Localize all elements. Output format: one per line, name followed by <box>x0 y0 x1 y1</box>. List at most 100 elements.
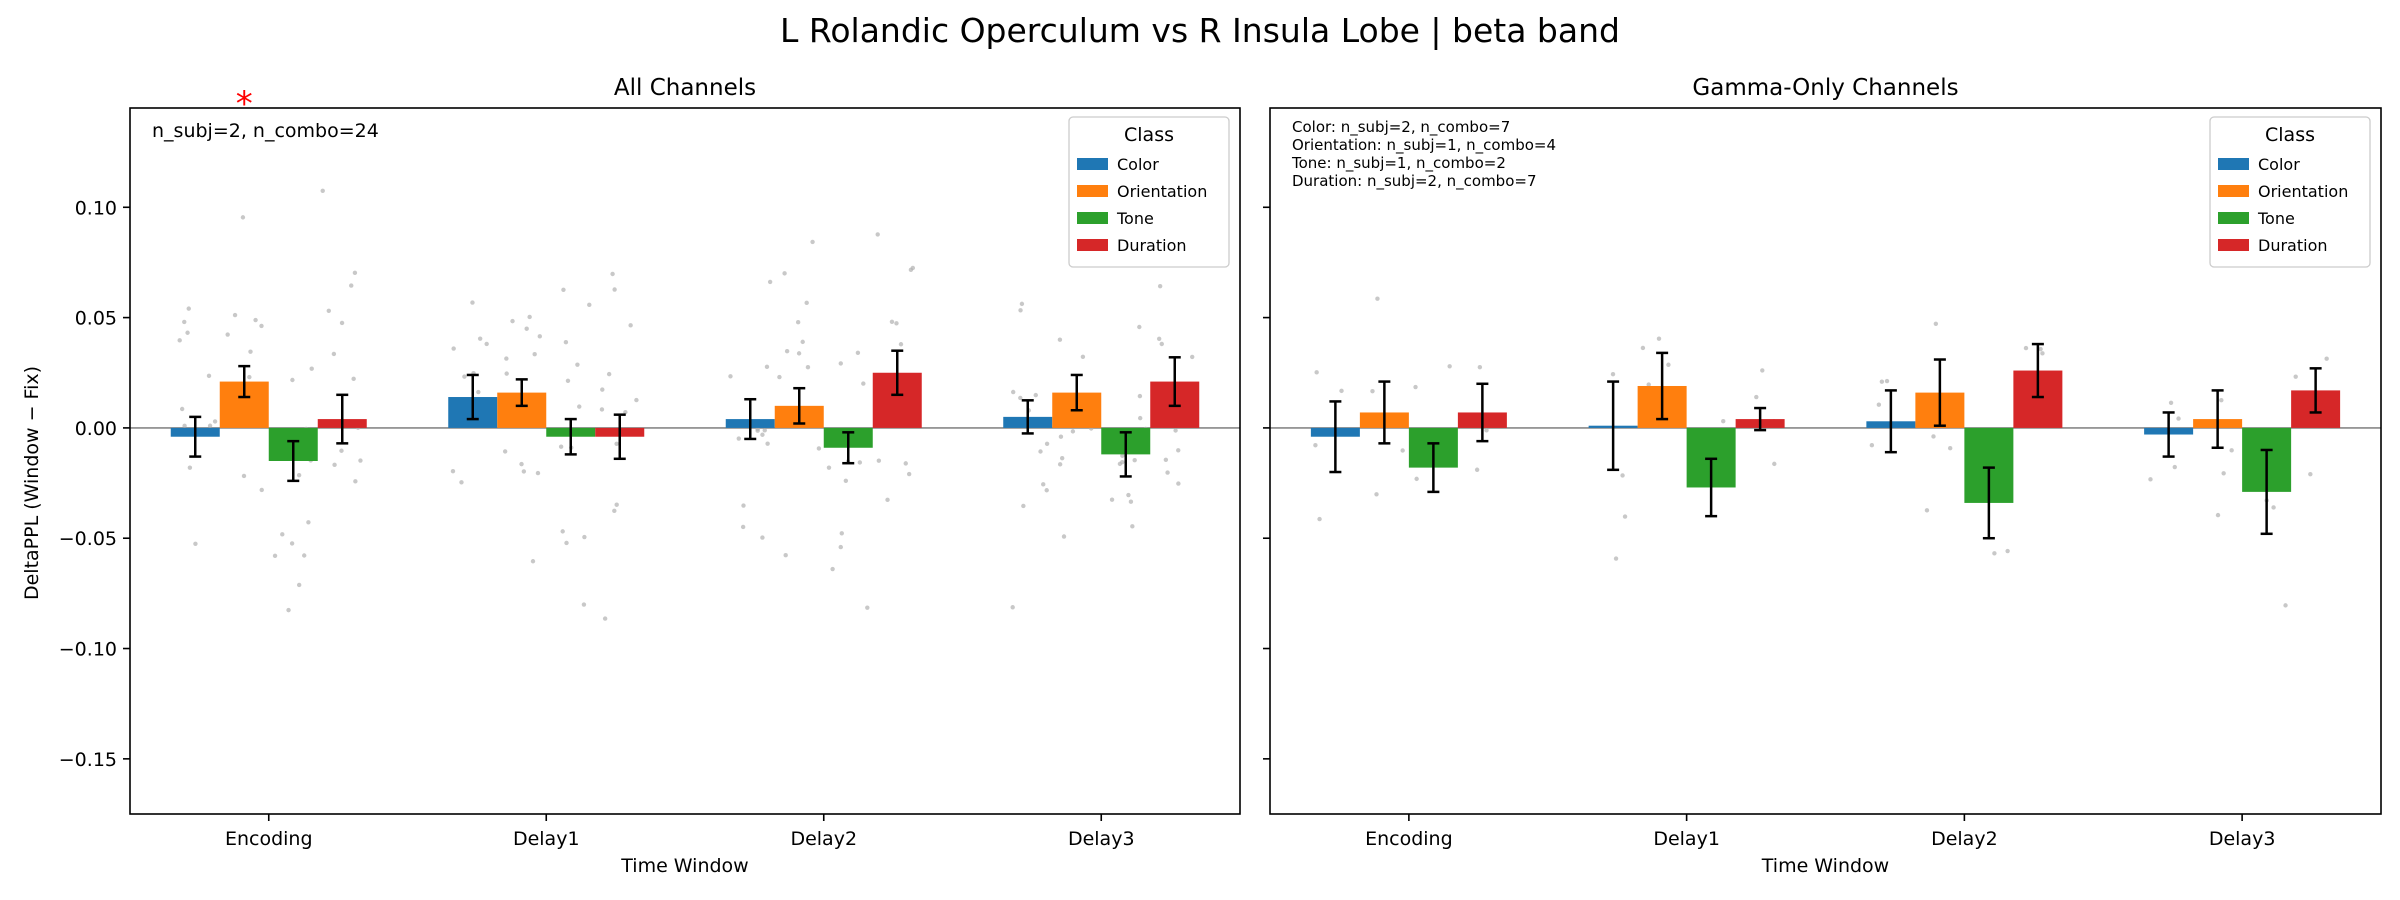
data-point <box>1019 301 1025 307</box>
legend-box <box>1068 116 1230 268</box>
data-point <box>535 470 541 476</box>
data-point <box>289 541 295 546</box>
data-point <box>906 471 912 477</box>
data-point <box>1070 429 1076 434</box>
data-point <box>1059 455 1065 461</box>
data-point <box>2215 512 2221 518</box>
data-point <box>1924 508 1930 513</box>
data-point <box>182 423 187 429</box>
data-point <box>1484 428 1489 433</box>
data-point <box>1931 434 1936 439</box>
data-point <box>1314 370 1319 375</box>
data-point <box>532 352 537 357</box>
scatter-points <box>177 188 1195 621</box>
data-point <box>1992 551 1997 556</box>
data-point <box>320 188 325 193</box>
data-point <box>1130 524 1135 529</box>
data-point <box>2229 448 2234 453</box>
data-point <box>762 428 767 433</box>
data-point <box>602 616 608 621</box>
data-point <box>1374 492 1379 497</box>
data-point <box>903 461 908 466</box>
data-point <box>783 553 788 558</box>
legend-entry: Orientation <box>2258 182 2348 201</box>
data-point <box>1375 296 1380 301</box>
data-point <box>885 497 890 503</box>
data-point <box>830 566 835 572</box>
data-point <box>623 409 628 415</box>
data-point <box>1754 394 1759 400</box>
panel-title: Gamma-Only Channels <box>1692 75 1958 101</box>
data-point <box>1080 354 1086 359</box>
panel-title: All Channels <box>614 75 756 101</box>
data-point <box>1109 497 1115 502</box>
legend-entry: Tone <box>2257 209 2295 228</box>
data-point <box>1370 388 1375 394</box>
data-point <box>1137 324 1142 330</box>
data-point <box>1447 364 1452 369</box>
data-point <box>1033 392 1038 398</box>
data-point <box>1058 434 1064 439</box>
legend-swatch <box>1077 185 1108 197</box>
y-tick-label: 0.05 <box>75 308 117 330</box>
data-point <box>537 334 542 339</box>
data-point <box>558 444 564 449</box>
data-point <box>352 270 358 276</box>
data-point <box>182 319 187 325</box>
data-point <box>1313 443 1318 448</box>
data-point <box>634 397 639 403</box>
error-bar <box>1705 457 1718 518</box>
error-bar <box>1933 358 1946 427</box>
data-point <box>206 373 212 379</box>
data-point <box>861 381 866 386</box>
data-point <box>614 502 619 507</box>
data-point <box>1044 441 1050 447</box>
data-point <box>225 332 230 337</box>
legend-entry: Color <box>2258 155 2300 174</box>
legend: Class Color Orientation Tone Duration <box>2209 116 2371 268</box>
data-point <box>1640 345 1646 351</box>
error-bar <box>1329 400 1342 474</box>
legend-entry: Orientation <box>1117 182 1207 201</box>
x-tick-label: Delay2 <box>1931 828 1998 850</box>
error-bar <box>842 431 855 465</box>
data-point <box>1666 362 1671 367</box>
data-point <box>2148 477 2153 482</box>
data-point <box>2283 603 2288 608</box>
data-point <box>2176 416 2181 421</box>
data-point <box>247 374 252 380</box>
data-point <box>306 520 311 525</box>
error-bar <box>189 415 202 458</box>
axes-frame <box>1269 107 2382 815</box>
error-bar <box>793 386 806 425</box>
data-point <box>1156 336 1162 342</box>
data-point <box>504 371 509 376</box>
legend-swatch <box>1077 158 1108 170</box>
data-point <box>527 314 532 320</box>
data-point <box>1010 605 1015 610</box>
data-point <box>826 465 832 470</box>
data-point <box>510 318 515 324</box>
data-point <box>1613 556 1619 561</box>
data-point <box>582 534 587 540</box>
data-point <box>889 319 895 324</box>
error-bar <box>2211 389 2224 450</box>
data-point <box>1884 378 1890 384</box>
data-point <box>1879 379 1885 384</box>
n-annotation-line: Tone: n_subj=1, n_combo=2 <box>1291 154 1506 173</box>
error-bar <box>1427 442 1440 494</box>
data-point <box>1011 389 1016 395</box>
data-point <box>612 508 617 514</box>
data-point <box>728 374 733 379</box>
data-point <box>2271 505 2276 510</box>
data-point <box>564 540 569 546</box>
data-point <box>241 473 247 479</box>
data-point <box>332 462 337 468</box>
error-bar <box>1656 351 1669 421</box>
error-bar <box>564 417 577 456</box>
error-bar <box>2260 448 2273 536</box>
data-point <box>519 461 524 467</box>
x-tick-label: Delay1 <box>1653 828 1720 850</box>
error-bar <box>238 364 251 399</box>
error-bar <box>466 373 479 421</box>
